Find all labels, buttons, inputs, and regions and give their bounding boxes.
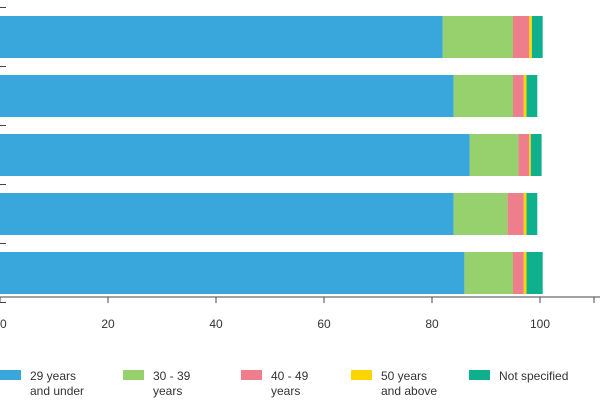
- legend-label: 40 - 49 years: [271, 369, 309, 398]
- bar-segment-3-series-5: [530, 134, 542, 176]
- bar-segment-5-series-3: [513, 252, 524, 294]
- legend-swatch: [469, 370, 490, 380]
- bar-segment-5-series-1: [0, 252, 465, 294]
- bar-segment-1-series-2: [442, 16, 513, 58]
- bar-segment-3-series-1: [0, 134, 470, 176]
- bars-group: [0, 16, 543, 294]
- bar-segment-5-series-2: [464, 252, 513, 294]
- x-tick-label: 100: [530, 317, 550, 331]
- bar-segment-2-series-2: [453, 75, 513, 117]
- bar-segment-1-series-5: [531, 16, 543, 58]
- bar-segment-5-series-4: [523, 252, 527, 294]
- bar-segment-2-series-1: [0, 75, 454, 117]
- x-tick-label: 40: [209, 317, 223, 331]
- x-axis: 0 20 40 60 80 100: [0, 7, 600, 331]
- bar-segment-1-series-3: [513, 16, 530, 58]
- bar-segment-5-series-5: [526, 252, 543, 294]
- legend: 29 years and under 30 - 39 years 40 - 49 year…: [0, 369, 568, 398]
- bar-segment-2-series-3: [513, 75, 524, 117]
- bar-segment-2-series-4: [523, 75, 527, 117]
- x-tick-label: 60: [317, 317, 331, 331]
- legend-swatch: [241, 370, 262, 380]
- bar-segment-4-series-2: [453, 193, 508, 235]
- bar-segment-2-series-5: [526, 75, 538, 117]
- legend-label: Not specified: [499, 369, 568, 383]
- bar-segment-4-series-4: [523, 193, 527, 235]
- legend-label: 29 years and under: [30, 369, 84, 398]
- legend-swatch: [0, 370, 21, 380]
- x-tick-label: 20: [101, 317, 115, 331]
- bar-segment-4-series-5: [526, 193, 538, 235]
- legend-label: 30 - 39 years: [153, 369, 191, 398]
- bar-segment-3-series-4: [529, 134, 531, 176]
- bar-segment-3-series-2: [469, 134, 519, 176]
- x-tick-label: 80: [425, 317, 439, 331]
- bar-segment-4-series-1: [0, 193, 454, 235]
- legend-label: 50 years and above: [381, 369, 437, 398]
- bar-segment-1-series-4: [529, 16, 532, 58]
- bar-segment-4-series-3: [507, 193, 524, 235]
- legend-swatch: [351, 370, 372, 380]
- x-tick-label: 0: [0, 317, 7, 331]
- bar-segment-1-series-1: [0, 16, 443, 58]
- legend-swatch: [123, 370, 144, 380]
- bar-segment-3-series-3: [518, 134, 530, 176]
